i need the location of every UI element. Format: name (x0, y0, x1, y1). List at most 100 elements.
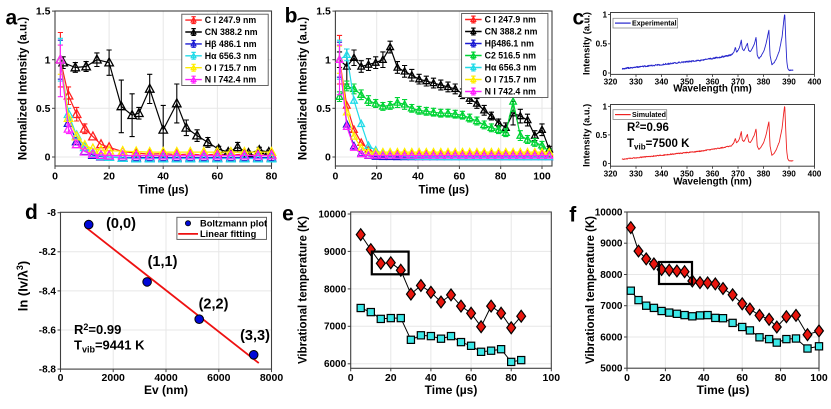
svg-text:80: 80 (775, 372, 787, 384)
svg-text:380: 380 (757, 77, 771, 86)
svg-text:c: c (572, 6, 584, 29)
svg-text:N I 742.4 nm: N I 742.4 nm (485, 87, 537, 97)
svg-text:Time (µs): Time (µs) (418, 185, 469, 197)
svg-text:R2=0.99: R2=0.99 (74, 322, 121, 337)
svg-text:O I 715.7 nm: O I 715.7 nm (485, 75, 537, 85)
svg-text:0.5: 0.5 (36, 103, 51, 115)
svg-text:Normalized Intensity (a.u.): Normalized Intensity (a.u.) (298, 17, 310, 160)
svg-text:320: 320 (604, 169, 618, 178)
svg-text:380: 380 (757, 169, 771, 178)
svg-text:0: 0 (332, 171, 338, 183)
svg-text:Wavelength (nm): Wavelength (nm) (673, 176, 752, 187)
svg-text:400: 400 (808, 77, 822, 86)
svg-text:Hβ486.1 nm: Hβ486.1 nm (485, 39, 535, 49)
svg-text:8000: 8000 (260, 372, 284, 384)
svg-text:7000: 7000 (324, 322, 347, 333)
svg-text:Time (µs): Time (µs) (425, 383, 478, 397)
svg-text:9000: 9000 (324, 247, 347, 258)
svg-text:1.5: 1.5 (316, 6, 331, 18)
svg-text:5000: 5000 (600, 364, 623, 375)
svg-text:60: 60 (212, 171, 224, 183)
svg-text:a: a (5, 6, 17, 29)
svg-text:1: 1 (45, 54, 51, 66)
svg-text:390: 390 (782, 77, 796, 86)
svg-text:Vibrational temperature (K): Vibrational temperature (K) (585, 216, 597, 364)
svg-text:d: d (25, 201, 38, 224)
svg-text:(1,1): (1,1) (148, 254, 178, 270)
svg-text:20: 20 (660, 372, 672, 384)
svg-text:-8.8: -8.8 (39, 365, 57, 376)
svg-text:9000: 9000 (600, 239, 623, 250)
svg-text:4000: 4000 (154, 372, 178, 384)
svg-text:0: 0 (325, 152, 331, 164)
svg-text:20: 20 (103, 171, 115, 183)
svg-text:Normalized Intensity (a.u.): Normalized Intensity (a.u.) (18, 17, 30, 160)
svg-text:N I 742.4 nm: N I 742.4 nm (205, 75, 257, 85)
svg-text:100: 100 (810, 372, 828, 384)
svg-text:40: 40 (412, 171, 424, 183)
svg-text:40: 40 (698, 372, 710, 384)
svg-text:60: 60 (454, 171, 466, 183)
svg-text:O I 715.7 nm: O I 715.7 nm (205, 63, 257, 73)
svg-text:0: 0 (348, 372, 354, 384)
svg-text:80: 80 (495, 171, 507, 183)
svg-text:340: 340 (655, 77, 669, 86)
svg-text:80: 80 (266, 171, 278, 183)
svg-text:-8.4: -8.4 (39, 286, 57, 297)
svg-text:10000: 10000 (595, 207, 623, 218)
svg-text:1: 1 (602, 10, 607, 19)
svg-text:C I 247.9 nm: C I 247.9 nm (205, 15, 257, 25)
svg-text:Linear fitting: Linear fitting (200, 229, 257, 239)
svg-text:8000: 8000 (600, 270, 623, 281)
svg-text:360: 360 (706, 77, 720, 86)
svg-text:Intensity (a.u.): Intensity (a.u.) (582, 104, 592, 167)
svg-text:350: 350 (680, 77, 694, 86)
svg-text:CN 388.2 nm: CN 388.2 nm (205, 27, 258, 37)
svg-text:-8.6: -8.6 (39, 325, 57, 336)
svg-text:b: b (285, 5, 298, 28)
svg-text:Hα 656.3 nm: Hα 656.3 nm (205, 51, 257, 61)
svg-text:R2=0.96: R2=0.96 (627, 121, 669, 135)
svg-text:1.5: 1.5 (36, 6, 51, 18)
svg-text:0: 0 (624, 372, 630, 384)
svg-text:CN 388.2 nm: CN 388.2 nm (485, 27, 538, 37)
svg-text:0: 0 (602, 159, 607, 168)
svg-text:0.5: 0.5 (316, 103, 331, 115)
svg-text:7000: 7000 (600, 301, 623, 312)
svg-text:Hα 656.3 nm: Hα 656.3 nm (485, 63, 537, 73)
svg-text:100: 100 (533, 171, 551, 183)
svg-text:C2 516.5 nm: C2 516.5 nm (485, 51, 537, 61)
svg-text:8000: 8000 (324, 284, 347, 295)
svg-text:Boltzmann plot: Boltzmann plot (200, 219, 267, 229)
svg-text:390: 390 (782, 169, 796, 178)
svg-text:100: 100 (543, 372, 561, 384)
svg-text:e: e (282, 202, 294, 225)
svg-text:0: 0 (52, 171, 58, 183)
svg-text:370: 370 (731, 77, 745, 86)
svg-text:6000: 6000 (207, 372, 231, 384)
svg-text:Hβ 486.1 nm: Hβ 486.1 nm (205, 39, 257, 49)
svg-text:40: 40 (157, 171, 169, 183)
svg-text:Wavelength (nm): Wavelength (nm) (673, 84, 752, 95)
svg-text:6000: 6000 (324, 359, 347, 370)
svg-text:370: 370 (731, 169, 745, 178)
svg-text:0: 0 (45, 152, 51, 164)
svg-text:Simulated: Simulated (632, 111, 666, 119)
svg-text:60: 60 (736, 372, 748, 384)
svg-text:-8: -8 (47, 208, 56, 219)
svg-text:2000: 2000 (102, 372, 126, 384)
svg-text:1: 1 (602, 102, 607, 111)
svg-text:C I 247.9 nm: C I 247.9 nm (485, 15, 537, 25)
svg-text:Vibrational temperature (K): Vibrational temperature (K) (298, 216, 310, 364)
svg-text:10000: 10000 (318, 209, 346, 220)
svg-text:350: 350 (680, 169, 694, 178)
svg-text:0: 0 (58, 372, 64, 384)
svg-text:Experimental: Experimental (632, 20, 677, 28)
svg-text:40: 40 (425, 372, 437, 384)
svg-text:330: 330 (629, 77, 643, 86)
svg-text:400: 400 (808, 169, 822, 178)
svg-text:80: 80 (505, 372, 517, 384)
svg-text:(3,3): (3,3) (240, 328, 270, 344)
svg-text:20: 20 (385, 372, 397, 384)
svg-text:Intensity (a.u.): Intensity (a.u.) (582, 12, 592, 75)
